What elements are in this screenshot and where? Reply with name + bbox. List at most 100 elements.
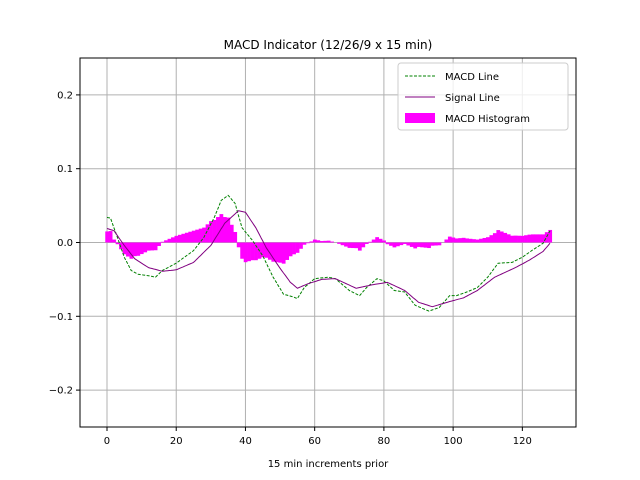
histogram-bar [274, 242, 279, 263]
histogram-bar [188, 231, 193, 243]
histogram-bar [357, 242, 362, 251]
histogram-bar [288, 242, 293, 257]
histogram-bar [472, 239, 476, 243]
series-lines [106, 194, 551, 312]
histogram-bar [278, 242, 283, 263]
y-tick-label: 0.2 [57, 90, 73, 101]
legend-box [397, 62, 569, 131]
histogram-bar [517, 235, 521, 243]
histogram-bar [510, 235, 514, 243]
histogram-bar [416, 242, 421, 247]
histogram-bar [402, 242, 407, 244]
histogram-bar [437, 242, 442, 246]
histogram-bar [157, 242, 161, 247]
histogram-bar [527, 234, 532, 243]
histogram-bar [112, 239, 116, 243]
histogram-bar [150, 242, 155, 251]
histogram-bar [160, 241, 165, 243]
histogram-bar [468, 238, 473, 243]
histogram-bar [264, 242, 269, 258]
histogram-bar [243, 242, 248, 263]
histogram-bar [136, 242, 141, 256]
histogram-bar [458, 238, 463, 243]
histogram-bar [489, 235, 494, 243]
histogram-bar [174, 235, 179, 243]
histogram-bar [513, 235, 518, 243]
y-tick-label: −0.1 [49, 312, 73, 323]
histogram-bar [153, 242, 158, 251]
histogram-bar [316, 240, 321, 243]
histogram-bar [281, 242, 286, 264]
y-tick-label: −0.2 [49, 386, 73, 397]
histogram-bar [167, 238, 172, 243]
x-tick-label: 80 [378, 436, 391, 447]
legend-histogram-swatch [405, 113, 435, 123]
x-tick-label: 40 [239, 436, 252, 447]
histogram-bar [420, 242, 425, 248]
histogram-bar [492, 233, 497, 243]
histogram-bar [250, 242, 255, 261]
histogram-bar [465, 238, 470, 243]
histogram-bar [544, 232, 549, 243]
histogram-bar [299, 242, 303, 249]
histogram-bar [115, 242, 120, 245]
histogram-bar [233, 231, 238, 243]
histogram-bar [434, 242, 438, 246]
histogram-bar [541, 234, 546, 243]
histogram-bar [531, 234, 535, 243]
histogram-bar [378, 238, 383, 243]
histogram-bar [261, 242, 265, 258]
histogram-bar [209, 221, 213, 243]
histogram-bar [375, 237, 380, 243]
histogram-bar [177, 234, 182, 243]
histogram-bar [447, 236, 452, 243]
signal-line [106, 210, 551, 308]
histogram-bar [229, 224, 234, 243]
histogram-bar [537, 234, 542, 243]
histogram-bar [486, 237, 490, 243]
histogram-bar [292, 242, 296, 255]
histogram-bar [413, 242, 418, 249]
histogram-bar [312, 239, 317, 243]
x-tick-label: 60 [308, 436, 321, 447]
histogram-bar [181, 233, 186, 243]
histogram-bar [164, 240, 168, 243]
y-tick-label: 0.0 [57, 238, 73, 249]
histogram-bar [534, 234, 539, 243]
histogram-bar [146, 242, 151, 251]
histogram-bar [319, 241, 324, 243]
histogram-bar [340, 242, 345, 246]
histogram-bar [371, 239, 376, 243]
chart-title: MACD Indicator (12/26/9 x 15 min) [224, 38, 433, 52]
histogram-bar [427, 242, 431, 249]
histogram-bar [479, 238, 483, 243]
y-tick-label: 0.1 [57, 164, 73, 175]
histogram-bar [306, 242, 310, 244]
histogram-bar [122, 242, 127, 255]
histogram-bar [105, 231, 110, 243]
histogram-bar [202, 227, 206, 243]
histogram-bar [347, 242, 352, 248]
histogram-bar [226, 217, 231, 243]
legend-signal-label: Signal Line [445, 93, 500, 104]
histogram-bar [184, 232, 189, 243]
histogram-bar [385, 242, 390, 245]
histogram-bar [364, 242, 369, 244]
histogram-bar [382, 240, 386, 243]
histogram-bar [119, 242, 123, 250]
histogram-bar [191, 230, 196, 243]
histogram-bar [302, 242, 307, 245]
histogram-bar [323, 240, 328, 243]
histogram-bar [309, 241, 314, 243]
histogram-bar [295, 242, 300, 253]
legend-histogram-label: MACD Histogram [445, 114, 530, 125]
histogram-bar [139, 242, 144, 255]
histogram-bar [396, 242, 400, 247]
histogram-bar [430, 242, 435, 246]
histogram-bar [392, 242, 397, 248]
histogram-bar [423, 242, 428, 248]
histogram-bar [195, 229, 200, 243]
histogram-bar [351, 242, 355, 249]
histogram-bar [499, 231, 504, 243]
